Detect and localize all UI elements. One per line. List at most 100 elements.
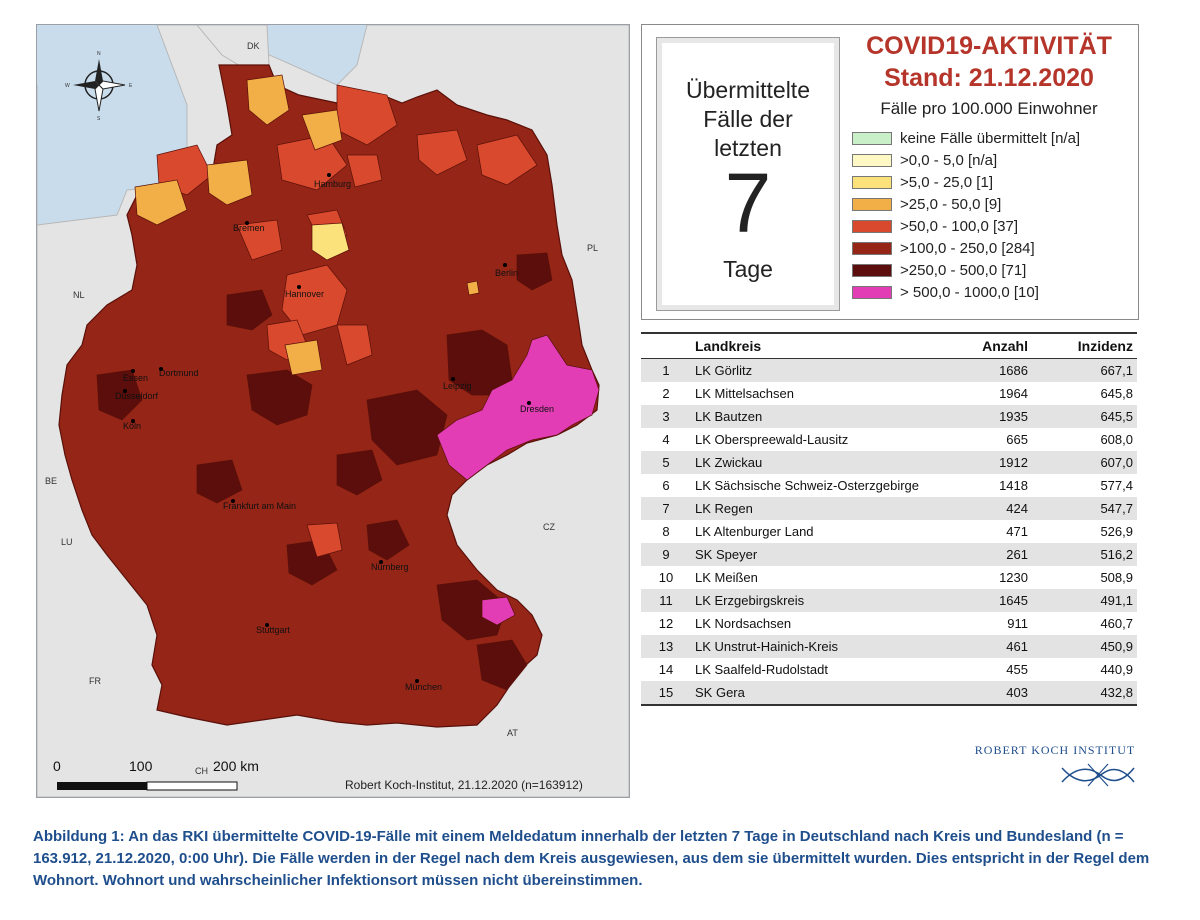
cell-rank: 8: [641, 520, 691, 543]
legend-date: Stand: 21.12.2020: [884, 64, 1094, 92]
compass-letter-n: N: [97, 51, 101, 57]
legend-swatch: [852, 197, 892, 211]
country-code-nl: NL: [73, 290, 85, 300]
city-label-hannover: Hannover: [285, 289, 324, 299]
cell-landkreis: LK Bautzen: [691, 405, 947, 428]
city-label-duesseldorf: Düsseldorf: [115, 391, 159, 401]
days-heading: Übermittelte Fälle der letzten: [686, 77, 810, 161]
cell-inzidenz: 607,0: [1036, 451, 1137, 474]
cell-landkreis: LK Nordsachsen: [691, 612, 947, 635]
table-row: 8 LK Altenburger Land 471 526,9: [641, 520, 1137, 543]
country-codes: DK PL NL BE LU CZ FR CH AT: [45, 41, 598, 776]
cell-anzahl: 1230: [947, 566, 1036, 589]
cell-inzidenz: 526,9: [1036, 520, 1137, 543]
legend-swatch: [852, 285, 892, 299]
legend-swatch: [852, 241, 892, 255]
country-code-at: AT: [507, 728, 518, 738]
table-row: 9 SK Speyer 261 516,2: [641, 543, 1137, 566]
city-label-koeln: Köln: [123, 421, 141, 431]
ranking-body: 1 LK Görlitz 1686 667,1 2 LK Mittelsachsen 196…: [641, 358, 1137, 706]
legend-swatch: [852, 175, 892, 189]
cell-anzahl: 1964: [947, 382, 1036, 405]
legend-label: >0,0 - 5,0 [n/a]: [900, 151, 998, 169]
city-label-frankfurt: Frankfurt am Main: [223, 501, 296, 511]
legend-swatch: [852, 263, 892, 277]
header-anzahl: Anzahl: [947, 332, 1036, 359]
days-box: Übermittelte Fälle der letzten 7 Tage: [656, 37, 840, 311]
header-inzidenz: Inzidenz: [1036, 332, 1137, 359]
legend-item: > 500,0 - 1000,0 [10]: [852, 281, 1080, 303]
table-row: 12 LK Nordsachsen 911 460,7: [641, 612, 1137, 635]
city-label-leipzig: Leipzig: [443, 381, 472, 391]
legend-item: >0,0 - 5,0 [n/a]: [852, 149, 1080, 171]
cell-anzahl: 461: [947, 635, 1036, 658]
table-row: 15 SK Gera 403 432,8: [641, 681, 1137, 706]
table-row: 5 LK Zwickau 1912 607,0: [641, 451, 1137, 474]
cell-rank: 6: [641, 474, 691, 497]
ranking-table: Landkreis Anzahl Inzidenz 1 LK Görlitz 168…: [641, 332, 1137, 706]
cell-rank: 7: [641, 497, 691, 520]
city-label-dresden: Dresden: [520, 404, 554, 414]
legend-label: keine Fälle übermittelt [n/a]: [900, 129, 1081, 147]
compass-letter-w: W: [65, 83, 70, 89]
cell-rank: 2: [641, 382, 691, 405]
cell-landkreis: LK Altenburger Land: [691, 520, 947, 543]
cell-rank: 9: [641, 543, 691, 566]
legend-item: keine Fälle übermittelt [n/a]: [852, 127, 1080, 149]
cell-rank: 12: [641, 612, 691, 635]
legend-label: >5,0 - 25,0 [1]: [900, 173, 993, 191]
city-label-stuttgart: Stuttgart: [256, 625, 291, 635]
cell-inzidenz: 577,4: [1036, 474, 1137, 497]
table-row: 13 LK Unstrut-Hainich-Kreis 461 450,9: [641, 635, 1137, 658]
city-labels: Hamburg Bremen Berlin Hannover Essen Dor…: [115, 179, 554, 692]
city-label-muenchen: München: [405, 682, 442, 692]
country-code-fr: FR: [89, 676, 101, 686]
legend-box: Übermittelte Fälle der letzten 7 Tage CO…: [641, 24, 1139, 320]
city-dots: [123, 173, 531, 683]
country-code-cz: CZ: [543, 522, 555, 532]
cell-landkreis: LK Görlitz: [691, 358, 947, 382]
cell-rank: 15: [641, 681, 691, 706]
header-landkreis: Landkreis: [691, 332, 947, 359]
cell-anzahl: 1645: [947, 589, 1036, 612]
cell-inzidenz: 547,7: [1036, 497, 1137, 520]
cell-inzidenz: 432,8: [1036, 681, 1137, 706]
cell-landkreis: SK Gera: [691, 681, 947, 706]
cell-inzidenz: 460,7: [1036, 612, 1137, 635]
cell-anzahl: 261: [947, 543, 1036, 566]
table-row: 10 LK Meißen 1230 508,9: [641, 566, 1137, 589]
cell-inzidenz: 508,9: [1036, 566, 1137, 589]
legend-label: >250,0 - 500,0 [71]: [900, 261, 1027, 279]
cell-anzahl: 1912: [947, 451, 1036, 474]
compass-letter-e: E: [129, 83, 133, 89]
rki-logo-icon: [1061, 763, 1135, 787]
rki-logo-text: ROBERT KOCH INSTITUT: [974, 743, 1136, 757]
cell-landkreis: LK Unstrut-Hainich-Kreis: [691, 635, 947, 658]
city-label-nuernberg: Nürnberg: [371, 562, 409, 572]
cell-anzahl: 1935: [947, 405, 1036, 428]
cell-rank: 13: [641, 635, 691, 658]
scale-end: 200 km: [213, 758, 259, 774]
legend-label: >50,0 - 100,0 [37]: [900, 217, 1019, 235]
legend-label: > 500,0 - 1000,0 [10]: [900, 283, 1039, 301]
city-label-essen: Essen: [123, 373, 148, 383]
legend-item: >25,0 - 50,0 [9]: [852, 193, 1080, 215]
legend-label: >100,0 - 250,0 [284]: [900, 239, 1035, 257]
legend-item: >100,0 - 250,0 [284]: [852, 237, 1080, 259]
table-row: 2 LK Mittelsachsen 1964 645,8: [641, 382, 1137, 405]
cell-anzahl: 665: [947, 428, 1036, 451]
scale-mid: 100: [129, 758, 153, 774]
legend-item: >50,0 - 100,0 [37]: [852, 215, 1080, 237]
cell-landkreis: LK Meißen: [691, 566, 947, 589]
table-header-row: Landkreis Anzahl Inzidenz: [641, 332, 1137, 359]
compass-letter-s: S: [97, 116, 101, 122]
legend-title: COVID19-AKTIVITÄT: [866, 32, 1112, 60]
cell-anzahl: 455: [947, 658, 1036, 681]
cell-rank: 10: [641, 566, 691, 589]
cell-rank: 3: [641, 405, 691, 428]
header-rank: [641, 332, 691, 359]
city-label-hamburg: Hamburg: [314, 179, 351, 189]
cell-inzidenz: 450,9: [1036, 635, 1137, 658]
legend-label: >25,0 - 50,0 [9]: [900, 195, 1002, 213]
cell-anzahl: 471: [947, 520, 1036, 543]
